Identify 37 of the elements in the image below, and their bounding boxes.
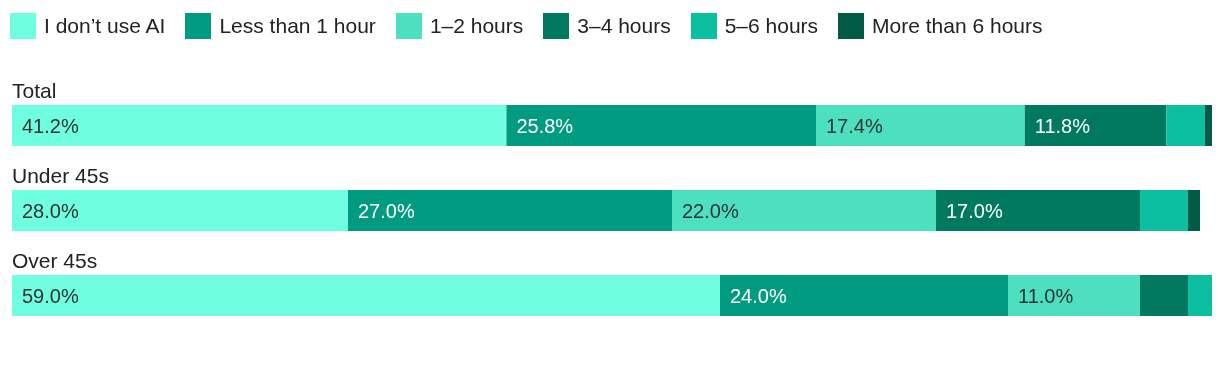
legend-label: I don’t use AI <box>44 14 166 38</box>
data-label: 17.0% <box>946 199 1003 222</box>
y-tick-label: Total <box>12 78 57 102</box>
data-label: 59.0% <box>22 284 79 307</box>
bar <box>672 190 936 231</box>
bar <box>1140 190 1188 231</box>
bar <box>1166 105 1205 146</box>
legend-label: Less than 1 hour <box>219 14 376 38</box>
y-tick-label: Under 45s <box>12 163 109 187</box>
data-label: 17.4% <box>826 114 883 137</box>
bar <box>816 105 1025 146</box>
data-label: 11.0% <box>1018 284 1074 307</box>
data-label: 22.0% <box>682 199 739 222</box>
bar <box>1204 105 1212 146</box>
data-label: 25.8% <box>516 114 574 137</box>
bar <box>1008 275 1140 316</box>
bar <box>936 190 1140 231</box>
bar <box>12 105 507 146</box>
bar <box>1140 275 1188 316</box>
legend-label: More than 6 hours <box>872 14 1043 38</box>
bar <box>12 190 348 231</box>
bar <box>720 275 1008 316</box>
legend-label: 5–6 hours <box>724 14 819 38</box>
data-label: 28.0% <box>22 199 79 222</box>
bar <box>348 190 672 231</box>
bar <box>506 105 816 146</box>
bar <box>12 275 720 316</box>
bar <box>1188 190 1200 231</box>
bar <box>1188 275 1212 316</box>
legend-label: 3–4 hours <box>577 14 671 38</box>
bar <box>1024 105 1167 146</box>
y-tick-label: Over 45s <box>12 248 98 272</box>
data-label: 24.0% <box>730 284 787 307</box>
legend-label: 1–2 hours <box>429 14 524 38</box>
data-label: 27.0% <box>358 199 415 222</box>
data-label: 11.8% <box>1034 114 1091 137</box>
data-label: 41.2% <box>22 114 79 137</box>
